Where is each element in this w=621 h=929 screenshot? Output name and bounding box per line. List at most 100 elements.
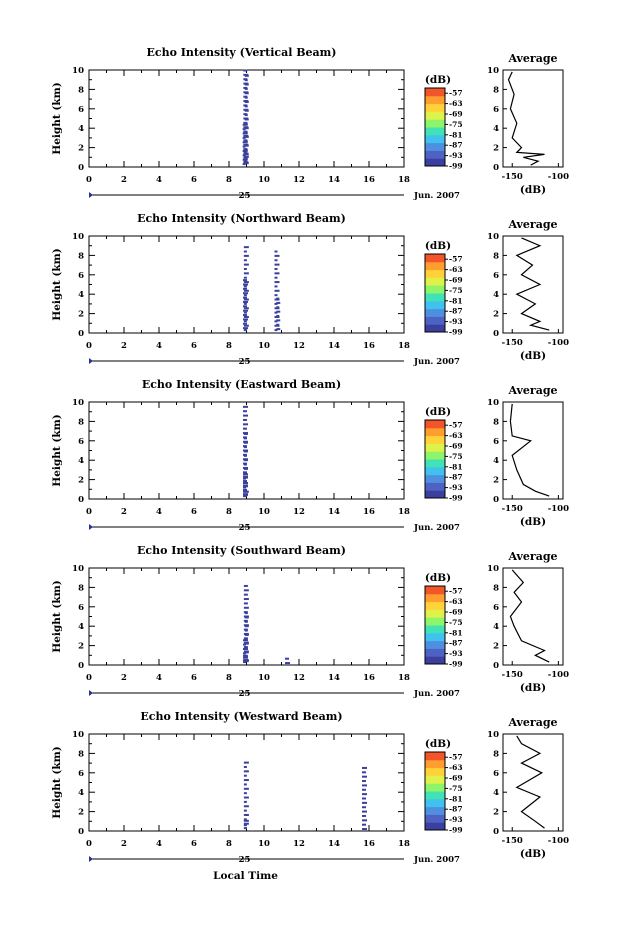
echo-cell [243,410,247,413]
echo-cell [274,276,278,279]
date-day-label: 25 [239,523,251,533]
echo-cell [243,593,248,596]
x-tick-label: 16 [363,341,375,351]
echo-cell [243,495,247,498]
echo-cell [276,306,280,309]
x-tick-label: 6 [191,507,197,517]
echo-cell [243,770,249,773]
average-x-tick-label: -150 [502,172,523,182]
y-tick-label: 10 [72,398,84,408]
echo-cell [244,620,248,623]
x-tick-label: 14 [328,175,340,185]
echo-cell [242,149,248,152]
x-tick-label: 14 [328,507,340,517]
colorbar-segment [425,459,445,468]
colorbar-segment [425,308,445,317]
colorbar-unit: (dB) [425,572,451,584]
y-tick-label: 4 [78,788,84,798]
echo-cell [243,827,247,830]
echo-cell [243,314,247,317]
colorbar-tick-label: -75 [449,784,463,793]
echo-cell [243,423,248,426]
colorbar-segment [425,586,445,595]
echo-cell [243,254,249,257]
x-tick-label: 2 [121,507,127,517]
colorbar-tick-label: -75 [449,618,463,627]
x-tick-label: 18 [398,673,410,683]
colorbar-segment [425,158,445,167]
average-x-tick-label: -100 [548,338,569,348]
colorbar-segment [425,261,445,271]
colorbar-tick-label: -75 [449,452,463,461]
echo-cell [244,651,249,654]
y-tick-label: 8 [78,583,84,593]
y-tick-label: 2 [78,144,84,154]
colorbar-segment [425,490,445,499]
x-tick-label: 2 [121,175,127,185]
echo-cell [243,405,248,408]
average-profile-line [509,569,550,663]
date-month-label: Jun. 2007 [413,191,460,201]
average-x-label: (dB) [520,350,546,362]
colorbar-segment [425,293,445,302]
echo-cell [243,309,248,312]
colorbar-tick-label: -57 [449,421,463,430]
echo-cell [242,141,248,144]
echo-cell [243,151,247,154]
average-x-label: (dB) [520,184,546,196]
colorbar-segment [425,822,445,831]
x-tick-label: 18 [398,341,410,351]
average-y-tick-label: 0 [493,661,499,671]
colorbar-tick-label: -63 [449,265,463,274]
colorbar-tick-label: -75 [449,286,463,295]
colorbar-segment [425,767,445,776]
x-tick-label: 2 [121,341,127,351]
colorbar-tick-label: -81 [449,296,463,305]
echo-cell [243,787,249,790]
x-tick-label: 16 [363,839,375,849]
average-y-tick-label: 8 [493,583,499,593]
date-month-label: Jun. 2007 [413,689,460,699]
colorbar-tick-label: -81 [449,130,463,139]
date-month-label: Jun. 2007 [413,855,460,865]
y-tick-label: 0 [78,661,84,671]
colorbar-unit: (dB) [425,74,451,86]
echo-cell [243,427,247,430]
colorbar-unit: (dB) [425,240,451,252]
average-title: Average [507,716,557,729]
echo-cell [276,328,281,331]
x-tick-label: 8 [226,175,232,185]
x-tick-label: 4 [156,175,162,185]
colorbar-segment [425,617,445,626]
colorbar-tick-label: -99 [449,494,463,503]
echo-cell [244,109,249,112]
echo-cell [243,822,249,825]
echo-cell [243,285,247,288]
echo-cell [274,254,280,257]
echo-cell [243,654,247,657]
colorbar-segment [425,775,445,784]
colorbar-segment [425,324,445,333]
echo-cell [243,800,247,803]
y-tick-label: 10 [72,232,84,242]
x-tick-label: 6 [191,839,197,849]
colorbar-tick-label: -93 [449,815,463,824]
x-tick-label: 10 [258,175,270,185]
average-y-tick-label: 6 [493,271,499,281]
average-y-tick-label: 2 [493,310,499,320]
panel-title: Echo Intensity (Vertical Beam) [146,46,336,59]
average-x-tick-label: -150 [502,836,523,846]
y-tick-label: 8 [78,749,84,759]
colorbar-segment [425,142,445,151]
echo-cell [243,294,247,297]
average-title: Average [507,218,557,231]
echo-cell [243,433,248,436]
echo-cell [243,602,248,605]
echo-cell [243,305,247,308]
x-tick-label: 8 [226,507,232,517]
colorbar-segment [425,783,445,792]
echo-cell [243,486,246,489]
echo-cell [243,246,249,249]
x-tick-label: 8 [226,341,232,351]
echo-cell [243,761,249,764]
